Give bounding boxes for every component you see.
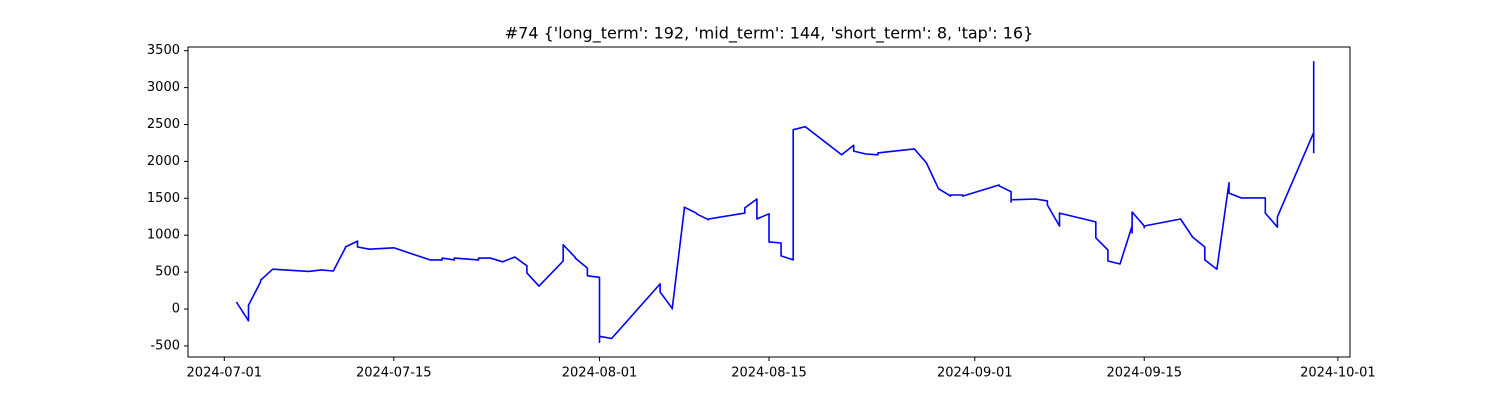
x-tick-label: 2024-08-01 [562, 366, 638, 381]
x-tick-label: 2024-07-01 [187, 366, 263, 381]
x-tick-label: 2024-09-01 [937, 366, 1013, 381]
x-tick-label: 2024-10-01 [1300, 366, 1376, 381]
y-tick-label: 500 [155, 265, 180, 280]
chart-title: #74 {'long_term': 192, 'mid_term': 144, … [505, 24, 1034, 44]
y-tick-label: 2500 [147, 117, 180, 132]
y-tick-label: 1000 [147, 228, 180, 243]
y-tick-label: 3500 [147, 43, 180, 58]
y-tick-label: 0 [172, 302, 180, 317]
x-tick-label: 2024-09-15 [1106, 366, 1182, 381]
x-tick-label: 2024-07-15 [356, 366, 432, 381]
y-tick-label: 1500 [147, 191, 180, 206]
x-tick-label: 2024-08-15 [731, 366, 807, 381]
y-tick-label: -500 [150, 338, 180, 353]
line [235, 61, 1315, 343]
plot-frame [187, 46, 1351, 358]
y-tick-label: 2000 [147, 154, 180, 169]
y-tick-label: 3000 [147, 80, 180, 95]
